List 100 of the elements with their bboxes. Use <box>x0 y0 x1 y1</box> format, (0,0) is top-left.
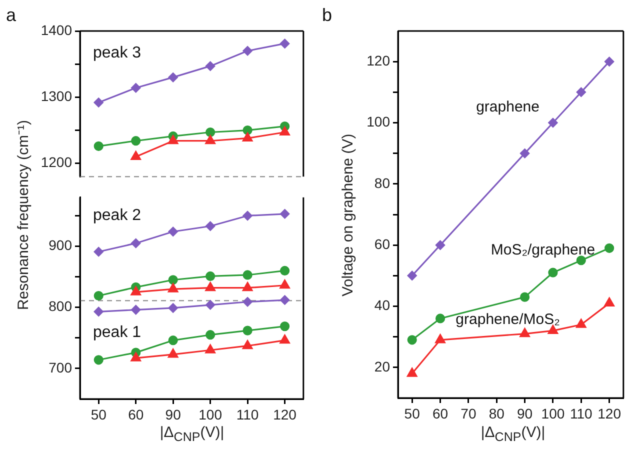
point <box>576 87 586 97</box>
point <box>131 83 141 93</box>
point <box>168 72 178 82</box>
y-tick-label: 800 <box>48 298 72 314</box>
x-tick-label: 100 <box>541 405 565 422</box>
x-tick-label: 60 <box>432 405 448 422</box>
point <box>206 300 216 310</box>
point <box>94 355 104 365</box>
x-axis-title: |Δ$_{CNP}$(V)| <box>160 424 224 444</box>
point <box>280 334 290 344</box>
point <box>94 246 104 257</box>
point <box>94 290 104 301</box>
point <box>242 125 252 136</box>
series-label: graphene/MoS₂ <box>456 310 560 328</box>
point <box>548 118 558 128</box>
series-label: MoS₂/graphene <box>490 242 596 259</box>
point <box>131 238 141 248</box>
point <box>168 226 178 236</box>
point <box>242 326 252 336</box>
point <box>168 135 178 144</box>
point <box>206 221 216 231</box>
point <box>242 282 253 292</box>
point <box>130 150 141 160</box>
x-tick-label: 50 <box>404 405 420 422</box>
point <box>435 240 446 250</box>
point <box>280 38 290 48</box>
y-tick-label: 1400 <box>40 22 72 38</box>
point <box>604 56 614 66</box>
point <box>168 275 178 285</box>
x-tick-label: 70 <box>460 405 476 422</box>
y-tick-label: 700 <box>48 359 72 376</box>
point <box>280 280 290 289</box>
y-tick-label: 60 <box>374 236 390 252</box>
point <box>576 318 586 328</box>
y-tick-label: 1200 <box>40 154 72 170</box>
point <box>242 132 253 142</box>
x-tick-label: 110 <box>236 406 259 422</box>
point <box>604 297 614 306</box>
x-tick-label: 80 <box>488 405 505 422</box>
chart-title: a <box>6 4 17 25</box>
point <box>94 306 104 316</box>
y-tick-label: 100 <box>366 114 390 130</box>
point <box>242 297 252 307</box>
annotation: peak 3 <box>93 44 142 62</box>
point <box>205 135 216 144</box>
chart-title: b <box>322 4 332 25</box>
point <box>242 210 252 221</box>
x-tick-label: 120 <box>598 405 622 422</box>
y-tick-label: 1300 <box>40 88 72 104</box>
point <box>168 283 178 292</box>
point <box>130 352 141 362</box>
y-tick-label: 40 <box>374 297 390 314</box>
y-tick-label: 120 <box>366 52 390 68</box>
x-tick-label: 90 <box>517 405 533 422</box>
annotation: peak 1 <box>93 324 142 341</box>
point <box>280 126 290 136</box>
point <box>242 270 252 280</box>
point <box>205 344 216 354</box>
point <box>130 286 141 296</box>
x-tick-label: 100 <box>198 406 222 422</box>
point <box>206 61 216 71</box>
point <box>131 136 141 146</box>
y-tick-label: 900 <box>48 237 72 254</box>
y-tick-label: 20 <box>374 358 390 374</box>
point <box>94 141 104 151</box>
x-tick-label: 120 <box>273 406 297 422</box>
point <box>168 303 178 313</box>
x-axis-title: |Δ$_{CNP}$(V)| <box>480 424 546 444</box>
point <box>280 295 290 305</box>
point <box>206 127 216 138</box>
point <box>604 243 614 253</box>
x-tick-label: 60 <box>128 406 144 422</box>
point <box>242 340 253 350</box>
point <box>205 282 216 292</box>
point <box>168 336 178 346</box>
point <box>407 270 417 280</box>
y-axis-title: Resonance frequency (cm⁻¹) <box>14 120 32 310</box>
point <box>206 271 216 282</box>
point <box>280 266 290 276</box>
point <box>406 368 418 377</box>
point <box>280 209 290 219</box>
series-label: graphene <box>476 98 540 116</box>
point <box>435 314 446 324</box>
point <box>407 335 417 345</box>
y-axis-title: Voltage on graphene (V) <box>340 134 356 296</box>
point <box>520 328 530 338</box>
point <box>206 330 216 340</box>
point <box>520 292 530 302</box>
x-tick-label: 90 <box>165 406 182 422</box>
point <box>242 46 252 56</box>
point <box>131 305 141 315</box>
point <box>548 268 558 278</box>
annotation: peak 2 <box>93 206 142 224</box>
point <box>94 98 104 108</box>
point <box>168 348 178 358</box>
point <box>520 148 530 158</box>
x-tick-label: 110 <box>570 405 593 422</box>
point <box>435 334 446 344</box>
y-tick-label: 80 <box>374 174 390 191</box>
point <box>280 322 290 332</box>
